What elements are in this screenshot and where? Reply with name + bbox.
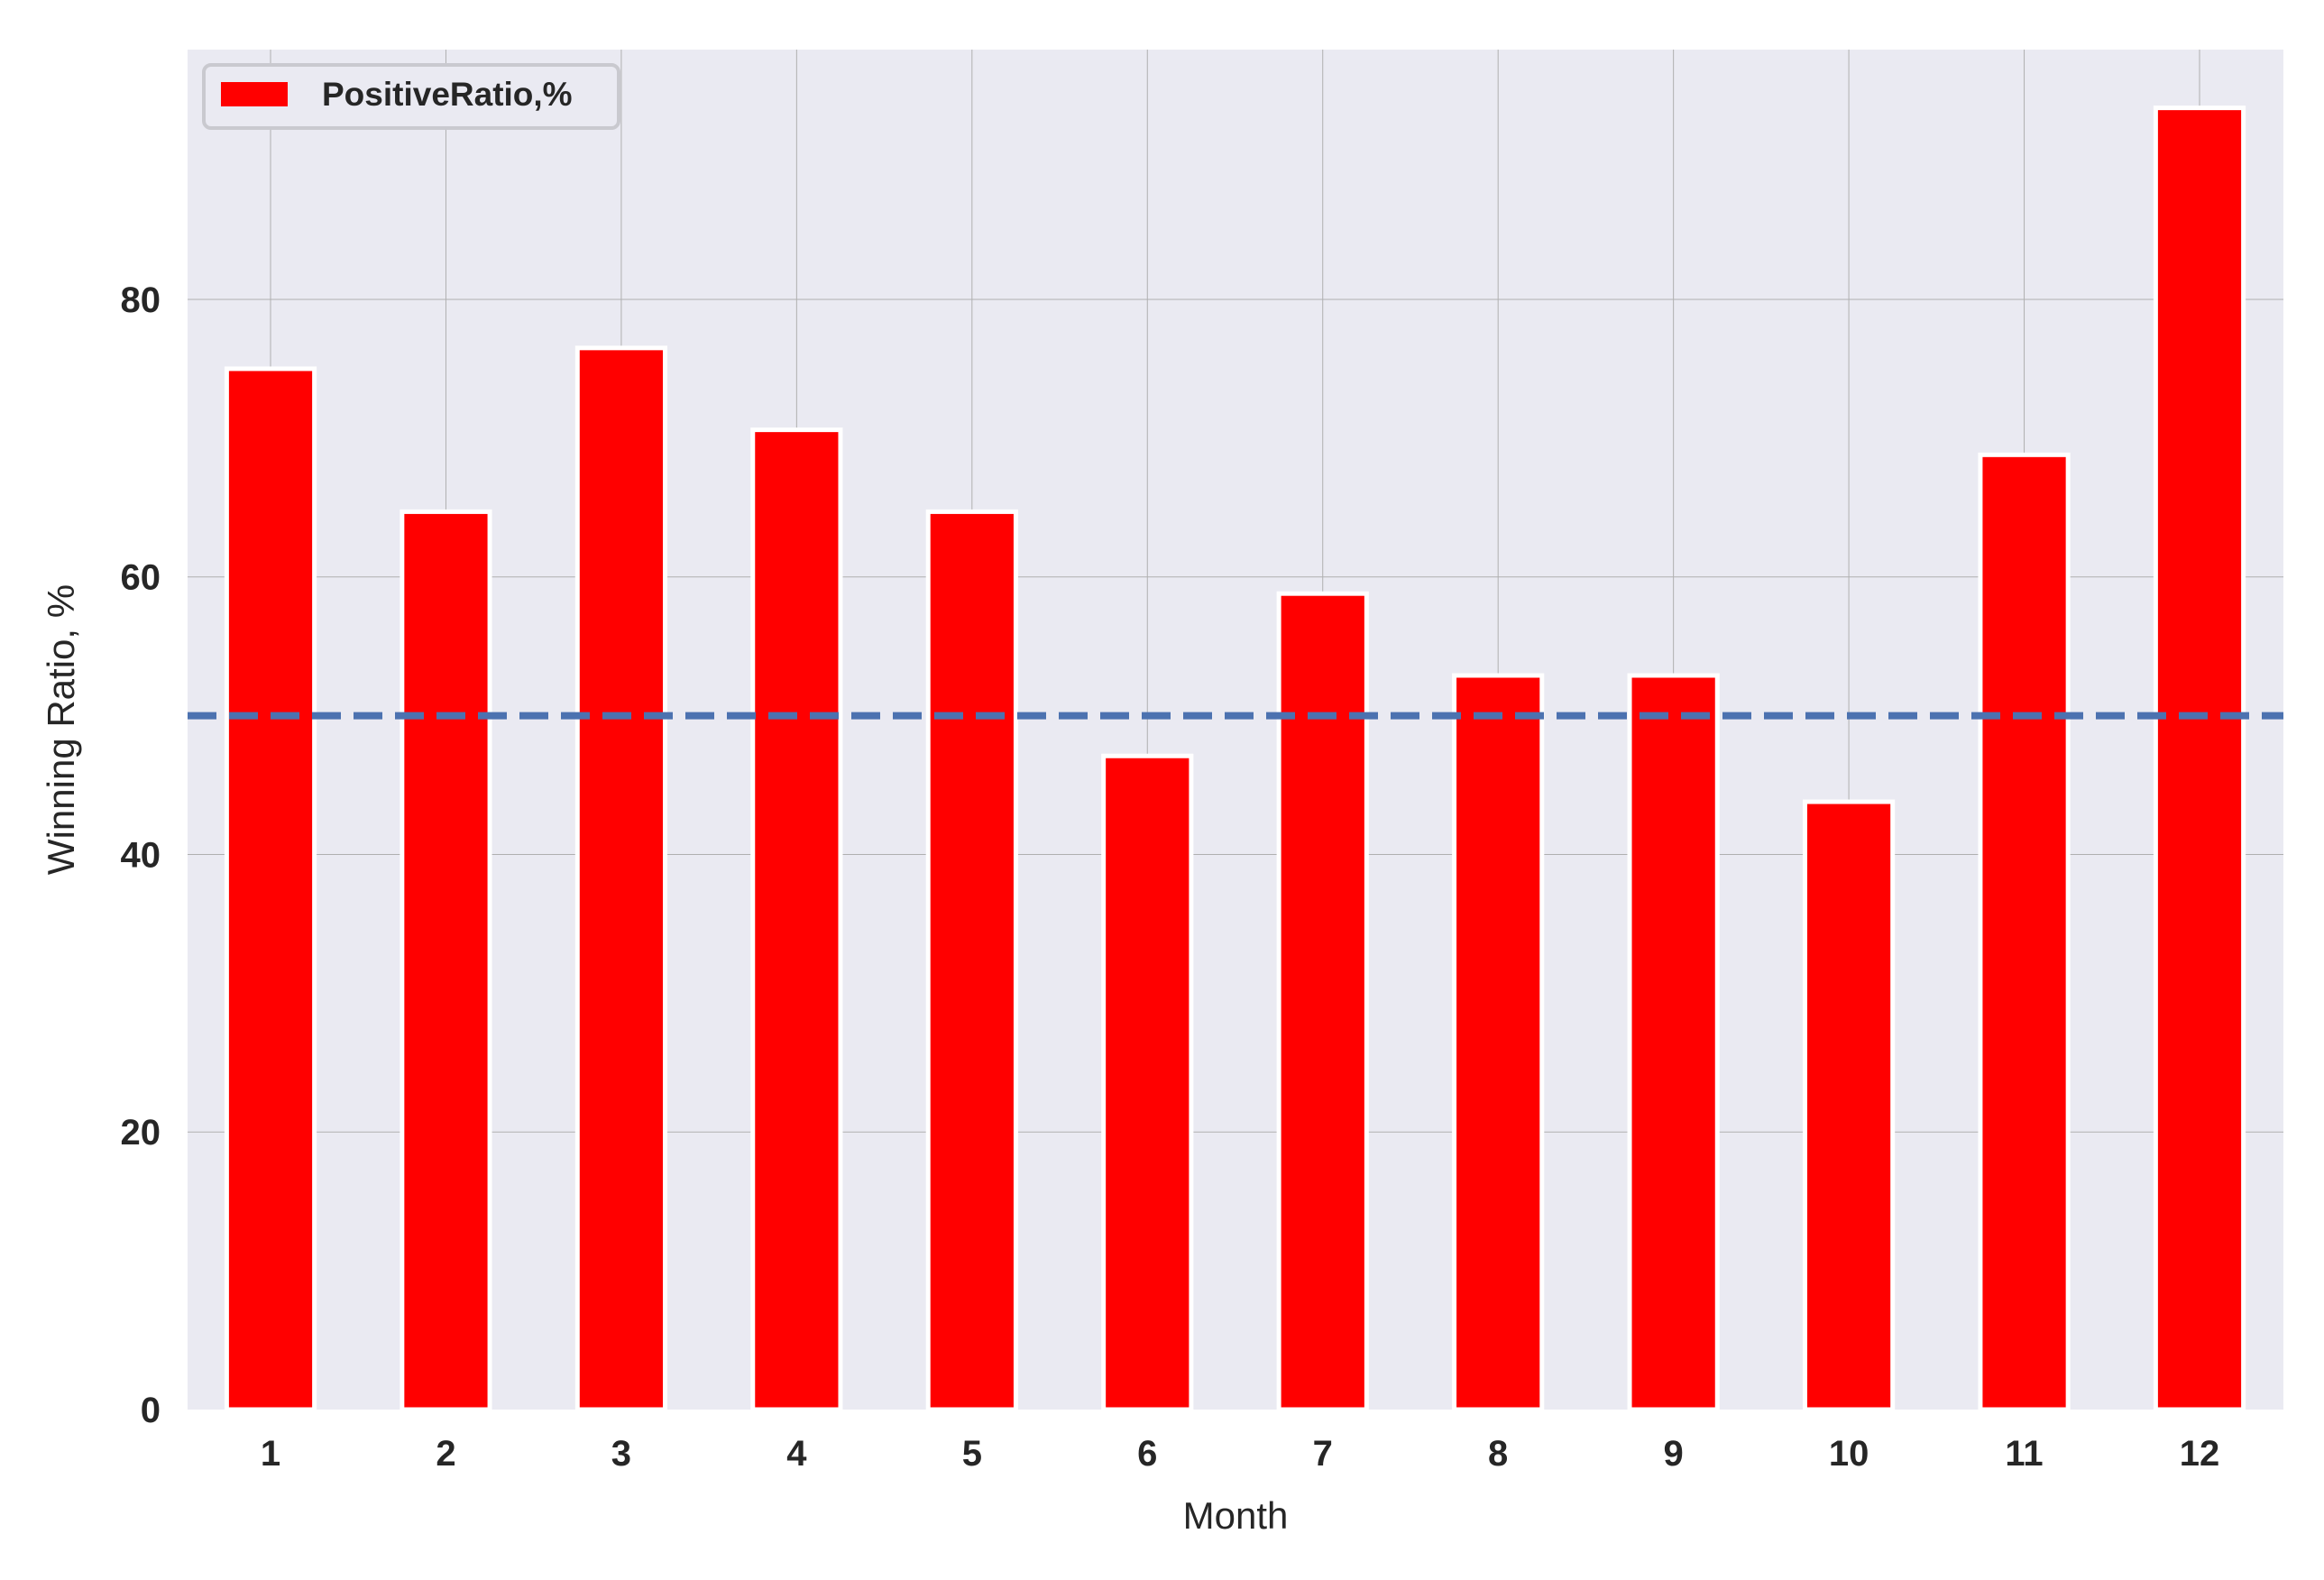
x-tick-label: 1 <box>261 1434 280 1474</box>
bar-month-9 <box>1627 673 1720 1412</box>
bar-month-4 <box>750 427 843 1412</box>
bar-month-10 <box>1802 799 1896 1412</box>
x-tick-label: 8 <box>1488 1434 1508 1474</box>
y-tick-label: 80 <box>121 280 161 320</box>
y-tick-label: 0 <box>141 1391 161 1430</box>
x-tick-label: 2 <box>436 1434 455 1474</box>
x-tick-label: 10 <box>1829 1434 1869 1474</box>
bar-month-2 <box>400 509 492 1412</box>
x-tick-label: 11 <box>2005 1434 2043 1474</box>
x-axis-label: Month <box>1183 1494 1289 1537</box>
bar-month-6 <box>1101 753 1194 1412</box>
legend: PositiveRatio,% <box>202 63 620 130</box>
x-tick-label: 3 <box>611 1434 631 1474</box>
legend-box <box>202 63 620 130</box>
bar-month-8 <box>1452 673 1545 1412</box>
y-tick-label: 60 <box>121 558 161 598</box>
y-axis-ticks: 0 20 40 60 80 <box>121 280 161 1430</box>
bar-month-11 <box>1978 452 2071 1412</box>
y-tick-label: 40 <box>121 835 161 875</box>
bar-month-5 <box>925 509 1018 1412</box>
x-tick-label: 6 <box>1137 1434 1157 1474</box>
bar-month-12 <box>2153 106 2246 1412</box>
legend-label: PositiveRatio,% <box>322 76 573 113</box>
x-tick-label: 12 <box>2180 1434 2220 1474</box>
bar-month-7 <box>1276 591 1369 1412</box>
x-tick-label: 4 <box>786 1434 807 1474</box>
bars <box>224 106 2246 1412</box>
x-axis-ticks: 1 2 3 4 5 6 7 8 9 10 11 12 <box>261 1434 2219 1474</box>
legend-swatch <box>221 82 288 106</box>
x-tick-label: 9 <box>1664 1434 1684 1474</box>
y-axis-label: Winning Ratio, % <box>40 584 82 875</box>
y-tick-label: 20 <box>121 1113 161 1153</box>
bar-month-1 <box>224 366 317 1412</box>
plot-area <box>188 50 2283 1410</box>
x-tick-label: 5 <box>962 1434 982 1474</box>
x-tick-label: 7 <box>1313 1434 1333 1474</box>
bar-month-3 <box>574 345 668 1412</box>
